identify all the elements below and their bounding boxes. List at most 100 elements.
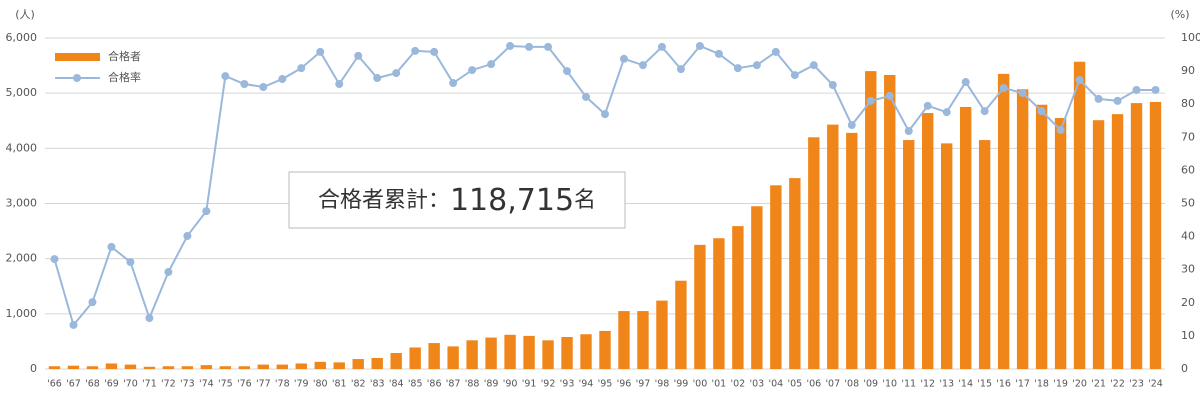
x-tick-label: '89 [484,379,499,390]
bar [1054,117,1067,369]
x-tick-label: '91 [522,379,537,390]
line-marker [1151,85,1160,94]
line-marker [676,65,685,74]
line-marker [828,81,837,90]
y2-tick-label: 60 [1181,163,1195,176]
x-tick-label: '15 [977,379,992,390]
y-tick-label: 4,000 [6,141,38,154]
bar [314,361,326,369]
legend-swatch [73,74,81,82]
x-tick-label: '66 [47,379,62,390]
bar [713,238,725,369]
bar [162,366,175,369]
x-tick-label: '08 [844,379,859,390]
bar [884,74,896,369]
line-marker [1018,88,1027,97]
y2-unit: (%) [1170,8,1189,21]
bar [561,337,573,369]
line-marker [335,80,344,89]
line-marker [392,69,401,78]
x-tick-label: '75 [218,379,233,390]
x-tick-label: '99 [674,379,689,390]
bar [1035,104,1048,370]
bar [1092,120,1105,369]
line-marker [1075,76,1084,85]
x-tick-label: '92 [541,379,556,390]
y-tick-label: 1,000 [6,307,38,320]
line-marker [107,242,116,251]
x-tick-label: '96 [617,379,632,390]
bar [978,140,991,369]
x-tick-label: '20 [1072,379,1087,390]
line-marker [923,101,932,110]
line-marker [202,207,211,216]
x-tick-label: '74 [199,379,214,390]
line-marker [638,61,647,70]
bar [238,366,251,369]
line-marker [221,72,230,81]
line-marker [999,83,1008,92]
bar [580,334,592,369]
annotation-box [288,171,626,229]
x-tick-label: '68 [85,379,100,390]
bar [865,71,877,369]
bar [409,347,421,369]
x-tick-label: '13 [939,379,954,390]
line-marker [619,54,628,63]
line-marker [50,255,59,264]
line-marker [525,42,534,51]
bar [257,364,269,369]
bar [447,346,459,369]
bar [770,185,782,369]
x-tick-label: '17 [1015,379,1030,390]
line-marker [316,47,325,56]
x-tick-label: '16 [996,379,1011,390]
line-marker [733,64,742,73]
x-tick-label: '09 [863,379,878,390]
y-unit: (人) [15,8,35,21]
y-tick-label: 3,000 [6,197,38,210]
line-marker [582,92,591,101]
line-marker [240,80,249,89]
x-tick-label: '73 [180,379,195,390]
bar [1130,103,1143,369]
line-marker [809,61,818,70]
bar [941,143,953,369]
x-tick-label: '84 [389,379,404,390]
y-tick-label: 5,000 [6,86,38,99]
x-tick-label: '77 [256,379,271,390]
x-tick-label: '86 [427,379,442,390]
x-tick-label: '07 [825,379,840,390]
x-tick-label: '12 [920,379,935,390]
line-marker [544,42,553,51]
legend-label: 合格者 [108,49,141,63]
x-tick-label: '88 [465,379,480,390]
line-marker [714,49,723,58]
bar [959,106,972,369]
line-marker [866,96,875,105]
bar [1073,61,1086,369]
bar [656,300,668,369]
x-tick-label: '24 [1148,379,1163,390]
bar [390,353,402,369]
bar [352,359,364,369]
line-marker [354,51,363,60]
line-marker [1056,126,1065,135]
x-tick-label: '11 [901,379,916,390]
line-marker [430,47,439,56]
x-tick-label: '87 [446,379,461,390]
bar [124,364,137,369]
x-tick-label: '00 [693,379,708,390]
bar [827,124,839,369]
line-marker [411,46,420,55]
bar [694,244,706,369]
line-marker [752,61,761,70]
line-marker [961,78,970,87]
y2-tick-label: 20 [1181,296,1195,309]
bar [1016,89,1029,370]
bar [1149,101,1162,369]
x-tick-label: '70 [123,379,138,390]
x-tick-label: '72 [161,379,176,390]
line-marker [1132,85,1141,94]
